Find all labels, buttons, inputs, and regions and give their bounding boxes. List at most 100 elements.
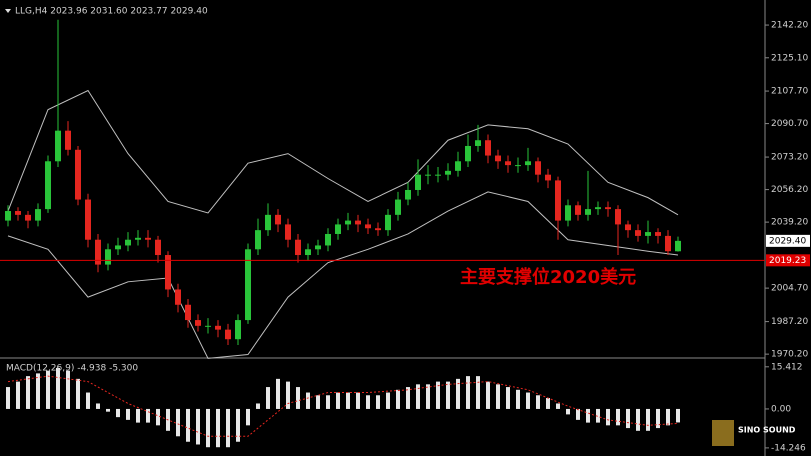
candle-body — [145, 237, 151, 240]
candle-body — [235, 320, 241, 340]
macd-bar — [226, 408, 230, 448]
macd-bar — [326, 395, 330, 409]
macd-bar — [116, 408, 120, 418]
macd-bar — [236, 408, 240, 442]
candle-body — [255, 230, 261, 250]
macd-bar — [396, 389, 400, 409]
candle-body — [455, 161, 461, 171]
candle-body — [665, 235, 671, 252]
candle-body — [335, 224, 341, 234]
price-tag-label: 2029.40 — [769, 236, 806, 246]
macd-bar — [556, 403, 560, 409]
candle-body — [245, 249, 251, 321]
watermark: SINO SOUND — [738, 426, 796, 435]
macd-bar — [356, 392, 360, 409]
macd-bar — [666, 408, 670, 426]
candle-body — [445, 170, 451, 175]
candle-body — [125, 239, 131, 246]
candle-body — [375, 228, 381, 231]
candle-body — [305, 249, 311, 256]
candle-body — [25, 214, 31, 221]
candle-body — [515, 165, 521, 167]
candle-body — [495, 155, 501, 162]
candle-body — [425, 174, 431, 176]
candle-body — [175, 289, 181, 305]
candle-body — [635, 230, 641, 236]
candle-body — [575, 205, 581, 215]
macd-bar — [76, 378, 80, 409]
macd-bar — [266, 387, 270, 409]
candle-body — [65, 130, 71, 150]
macd-bar — [176, 408, 180, 437]
macd-bar — [206, 408, 210, 448]
annotation: 主要支撑位2020美元 — [460, 266, 636, 288]
y-tick-label: 1970.20 — [771, 350, 808, 360]
macd-bar — [616, 408, 620, 426]
macd-bar — [626, 408, 630, 429]
y-tick-label: 2056.20 — [771, 185, 808, 195]
macd-bar — [646, 408, 650, 431]
macd-bar — [246, 408, 250, 426]
candle-body — [615, 209, 621, 225]
y-tick-label: 1987.20 — [771, 317, 808, 327]
macd-bar — [636, 408, 640, 431]
macd-bar — [476, 376, 480, 409]
macd-bar — [496, 384, 500, 409]
candle-body — [565, 205, 571, 221]
y-tick-label: 2107.70 — [771, 87, 808, 97]
macd-bar — [256, 403, 260, 409]
macd-bar — [316, 395, 320, 409]
candle-body — [655, 232, 661, 236]
macd-bar — [216, 408, 220, 448]
candle-body — [285, 224, 291, 240]
y-tick-label: 15.412 — [771, 362, 803, 372]
price-tag — [766, 234, 810, 247]
macd-bar — [296, 387, 300, 409]
macd-bar — [526, 392, 530, 409]
macd-bar — [576, 408, 580, 420]
macd-bar — [436, 381, 440, 409]
band-lower — [7, 191, 679, 359]
support-tag — [766, 254, 810, 267]
candle-body — [385, 214, 391, 231]
candle-body — [265, 214, 271, 231]
macd-title: MACD(12,26,9) -4.938 -5.300 — [6, 364, 138, 374]
candle-body — [405, 189, 411, 200]
macd-bar — [346, 392, 350, 409]
candle-body — [485, 140, 491, 156]
candle-body — [225, 329, 231, 340]
candle-body — [595, 207, 601, 210]
menu-arrow — [5, 9, 11, 13]
support-tag-label: 2019.23 — [769, 256, 806, 266]
macd-bar — [536, 395, 540, 409]
y-tick-label: 2125.10 — [771, 53, 808, 63]
y-tick-label: 2090.70 — [771, 119, 808, 129]
candle-body — [415, 174, 421, 190]
candle-body — [135, 237, 141, 240]
macd-bar — [46, 370, 50, 409]
macd-signal — [7, 375, 679, 437]
candle-body — [15, 211, 21, 215]
macd-bar — [656, 408, 660, 429]
macd-bar — [606, 408, 610, 426]
candle-body — [45, 161, 51, 210]
candle-body — [55, 130, 61, 162]
y-tick-label: 2039.20 — [771, 218, 808, 228]
macd-bar — [106, 408, 110, 412]
macd-bar — [566, 408, 570, 415]
macd-bar — [386, 392, 390, 409]
macd-bar — [36, 373, 40, 409]
y-tick-label: 0.00 — [771, 404, 791, 414]
candle-body — [5, 211, 11, 221]
macd-bar — [406, 387, 410, 409]
macd-bar — [466, 376, 470, 409]
macd-bar — [96, 403, 100, 409]
macd-bar — [286, 381, 290, 409]
macd-bar — [336, 392, 340, 409]
macd-bar — [416, 384, 420, 409]
macd-bar — [66, 370, 70, 409]
candle-body — [475, 140, 481, 146]
